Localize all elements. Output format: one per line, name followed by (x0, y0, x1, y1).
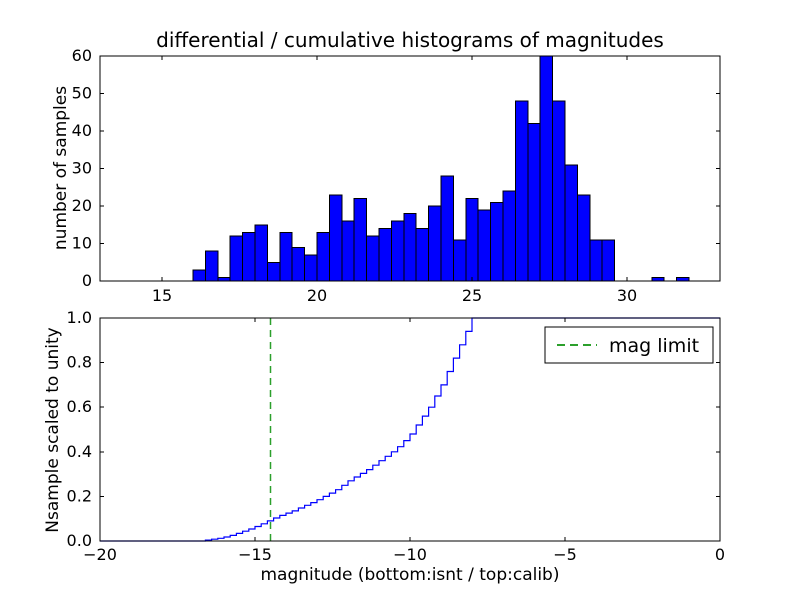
cumulative-line (100, 317, 720, 542)
hist-bar (328, 194, 343, 282)
hist-bar (403, 213, 417, 282)
hist-bar (304, 254, 318, 282)
hist-bar (440, 175, 454, 282)
hist-bar (204, 250, 219, 282)
y-tick-label: 20 (72, 196, 92, 215)
x-tick-label: −10 (393, 545, 427, 564)
y-tick-label: 40 (72, 121, 92, 140)
hist-bar (353, 198, 368, 282)
hist-bar (390, 220, 405, 282)
hist-bar (465, 198, 479, 282)
hist-bar (589, 239, 603, 282)
y-tick-label: 0 (82, 271, 92, 290)
hist-bar (539, 55, 554, 282)
y-tick-label: 0.4 (67, 442, 92, 461)
hist-bar (428, 205, 442, 282)
bottom-axes-ticks: −20 −15 −10 −5 0 0.0 0.2 0.4 0.6 0.8 1.0 (67, 308, 726, 564)
y-tick-label: 0.6 (67, 397, 92, 416)
hist-bar (254, 224, 268, 282)
x-tick-label: −20 (83, 545, 117, 564)
hist-bar (366, 235, 380, 282)
x-tick-label: 15 (152, 286, 172, 305)
hist-bar (452, 239, 467, 282)
x-tick-label: 0 (715, 545, 725, 564)
hist-bar (514, 100, 529, 282)
cumulative-plot (100, 317, 720, 542)
hist-bar (229, 235, 244, 282)
y-tick-label: 0.0 (67, 531, 92, 550)
legend: mag limit (544, 326, 714, 364)
bottom-xlabel: magnitude (bottom:isnt / top:calib) (261, 565, 560, 585)
y-tick-label: 60 (72, 46, 92, 65)
hist-bar (502, 190, 516, 282)
top-ylabel: number of samples (51, 86, 71, 250)
hist-bar (601, 239, 616, 282)
hist-bar (192, 269, 206, 282)
bottom-axes: −20 −15 −10 −5 0 0.0 0.2 0.4 0.6 0.8 1.0 mag limit (67, 308, 726, 564)
hist-bar (378, 228, 392, 282)
y-tick-label: 0.2 (67, 486, 92, 505)
x-tick-label: −5 (553, 545, 577, 564)
x-tick-label: −15 (238, 545, 272, 564)
y-tick-label: 1.0 (67, 308, 92, 327)
hist-bar (291, 246, 306, 282)
hist-bar (576, 194, 591, 282)
y-tick-label: 30 (72, 159, 92, 178)
hist-bar (477, 209, 492, 282)
y-tick-label: 50 (72, 84, 92, 103)
hist-bar (490, 201, 504, 282)
x-tick-label: 30 (617, 286, 637, 305)
hist-bar (279, 231, 293, 282)
hist-bar (564, 164, 578, 282)
hist-bar (552, 100, 566, 282)
chart-title: differential / cumulative histograms of … (156, 28, 664, 52)
top-axes-ticks: 15 20 25 30 0 10 20 30 40 50 60 (72, 46, 720, 305)
y-tick-label: 0.8 (67, 353, 92, 372)
top-axes: 15 20 25 30 0 10 20 30 40 50 60 (72, 46, 721, 305)
hist-bar (242, 231, 256, 282)
y-tick-label: 10 (72, 234, 92, 253)
hist-bar (316, 231, 330, 282)
legend-label: mag limit (609, 335, 699, 357)
hist-bar (415, 228, 430, 282)
x-tick-label: 20 (307, 286, 327, 305)
bottom-ylabel: Nsample scaled to unity (43, 327, 63, 532)
x-tick-label: 25 (462, 286, 482, 305)
hist-bar (341, 220, 355, 282)
hist-bar (527, 123, 541, 282)
hist-bar (266, 261, 281, 282)
histogram-bars (192, 55, 690, 282)
